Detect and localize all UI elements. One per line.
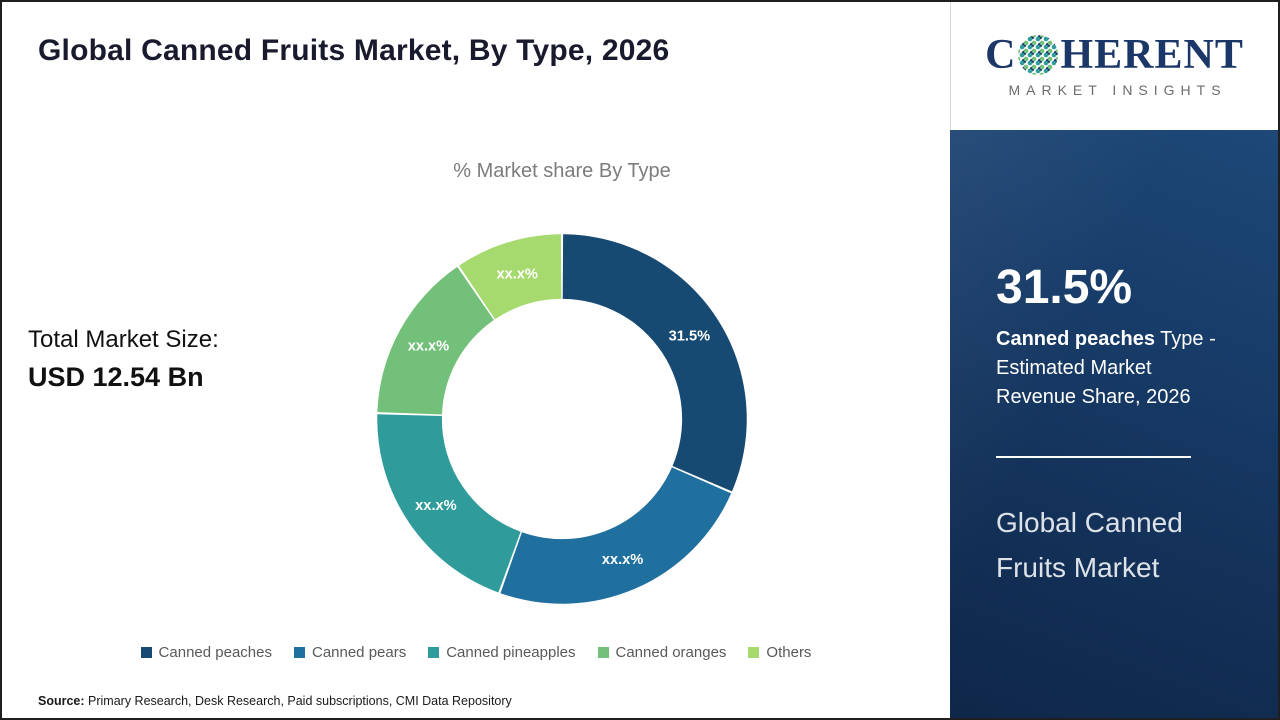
- stat-rest: Type - Estimated Market Revenue Share, 2…: [996, 327, 1216, 408]
- donut-segment-canned-oranges: [377, 266, 494, 415]
- legend-label: Canned oranges: [615, 644, 727, 661]
- chart-legend: Canned peaches Canned pears Canned pineapp…: [2, 644, 950, 661]
- chart-title: % Market share By Type: [453, 160, 671, 182]
- logo-letter-c: C: [985, 32, 1017, 78]
- legend-swatch-icon: [748, 647, 760, 658]
- legend-label: Canned pears: [311, 644, 407, 661]
- legend-label: Canned pineapples: [446, 644, 576, 661]
- total-market-label: Total Market Size:: [28, 326, 219, 353]
- donut-segment-label: xx.x%: [408, 339, 449, 355]
- stat-category: Canned peaches: [996, 327, 1155, 350]
- legend-swatch-icon: [140, 647, 152, 658]
- legend-swatch-icon: [428, 647, 440, 658]
- stat-description: Canned peaches Type - Estimated Market R…: [996, 325, 1236, 412]
- report-name: Global Canned Fruits Market: [996, 500, 1242, 590]
- source-text: Primary Research, Desk Research, Paid su…: [84, 694, 512, 708]
- legend-swatch-icon: [293, 647, 305, 658]
- source-label: Source:: [38, 694, 85, 708]
- divider-line: [996, 455, 1191, 458]
- logo-wordmark: C HERENT: [985, 34, 1244, 76]
- total-market-value: USD 12.54 Bn: [28, 362, 204, 392]
- source-note: Source: Primary Research, Desk Research,…: [38, 694, 512, 708]
- report-name-line2: Fruits Market: [996, 551, 1160, 583]
- donut-segment-canned-pears: [500, 467, 732, 604]
- legend-item-canned-pineapples: Canned pineapples: [428, 644, 576, 661]
- legend-label: Others: [766, 644, 812, 661]
- page-title: Global Canned Fruits Market, By Type, 20…: [38, 34, 670, 67]
- legend-item-canned-oranges: Canned oranges: [597, 644, 727, 661]
- logo-text-herent: HERENT: [1060, 32, 1244, 78]
- donut-segment-canned-pineapples: [377, 414, 521, 593]
- side-panel: C HERENT MARKET INSIGHTS 31.5% Canned pe…: [950, 2, 1278, 718]
- donut-segment-canned-peaches: [562, 234, 747, 492]
- highlight-panel: 31.5% Canned peaches Type - Estimated Ma…: [950, 130, 1278, 718]
- donut-segment-label: 31.5%: [669, 328, 710, 344]
- donut-segment-label: xx.x%: [415, 498, 456, 514]
- logo-subtitle: MARKET INSIGHTS: [1008, 82, 1227, 98]
- dotted-globe-icon: [1018, 35, 1059, 75]
- legend-item-others: Others: [748, 644, 811, 661]
- legend-item-canned-peaches: Canned peaches: [140, 644, 272, 661]
- total-market-size-block: Total Market Size: USD 12.54 Bn: [28, 324, 219, 393]
- donut-segment-label: xx.x%: [602, 552, 643, 568]
- legend-swatch-icon: [597, 647, 609, 658]
- stat-value: 31.5%: [996, 261, 1133, 314]
- donut-segment-label: xx.x%: [496, 266, 537, 282]
- donut-segment-others: [459, 234, 562, 320]
- legend-label: Canned peaches: [158, 644, 272, 661]
- report-name-line1: Global Canned: [996, 506, 1183, 538]
- donut-chart: 31.5% xx.x% xx.x% xx.x% xx.x%: [377, 234, 747, 604]
- main-area: Global Canned Fruits Market, By Type, 20…: [2, 2, 950, 718]
- legend-item-canned-pears: Canned pears: [293, 644, 407, 661]
- brand-logo: C HERENT MARKET INSIGHTS: [950, 2, 1278, 130]
